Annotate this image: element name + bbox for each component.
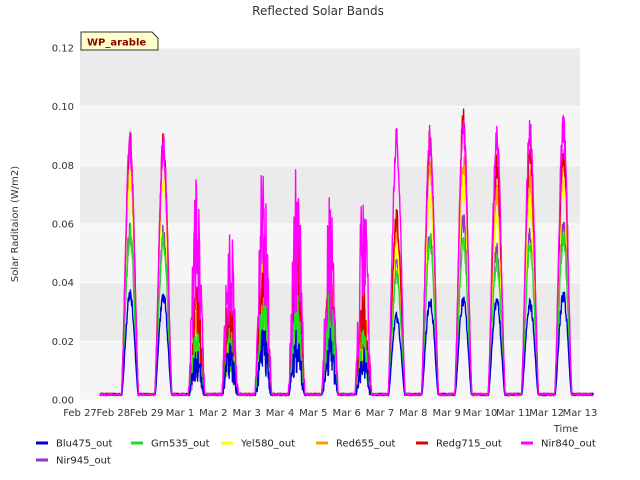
legend-label-Nir840_out: Nir840_out [541,439,596,450]
x-tick-label: Mar 13 [563,408,598,419]
x-tick-label: Feb 27 [63,408,97,419]
x-tick-label: Mar 7 [366,408,394,419]
y-axis-label: Solar Raditaion (W/m2) [10,166,21,282]
x-tick-label: Mar 5 [299,408,327,419]
x-tick-label: Mar 9 [432,408,460,419]
x-tick-label: Mar 2 [199,408,227,419]
plot-band [80,106,580,166]
y-tick-label: 0.12 [52,44,74,55]
plot-band [80,48,580,107]
x-tick-label: Mar 1 [166,408,194,419]
x-axis-label: Time [553,424,578,435]
badge-box [80,31,159,51]
x-tick-label: Mar 6 [332,408,360,419]
legend: Blu475_out Grn535_out Yel580_out Red655_out… [36,439,596,467]
y-tick-label: 0.00 [52,396,74,407]
badge: WP_arable [80,31,159,51]
x-tick-label: Feb 28 [97,408,131,419]
badge-label: WP_arable [87,38,146,49]
x-tick-label: Mar 10 [463,408,498,419]
y-tick-label: 0.04 [52,278,74,289]
y-tick-label: 0.02 [52,337,74,348]
legend-label-Blu475_out: Blu475_out [56,439,113,450]
legend-label-Grn535_out: Grn535_out [151,439,210,450]
y-tick-label: 0.08 [52,161,74,172]
legend-label-Nir945_out: Nir945_out [56,456,111,467]
legend-label-Red655_out: Red655_out [336,439,396,450]
x-tick-label: Mar 8 [399,408,427,419]
x-tick-label: Mar 11 [496,408,531,419]
x-tick-label: Mar 3 [232,408,260,419]
series-line-Nir840_out [99,114,594,397]
x-tick-label: Mar 12 [529,408,564,419]
legend-label-Yel580_out: Yel580_out [240,439,295,450]
y-tick-label: 0.06 [52,220,74,231]
y-tick-label: 0.10 [52,102,74,113]
chart-title: Reflected Solar Bands [252,4,384,18]
x-tick-label: Feb 29 [130,408,164,419]
legend-label-Redg715_out: Redg715_out [436,439,502,450]
x-tick-label: Mar 4 [266,408,294,419]
plot-area: 0.00 0.02 0.04 0.06 0.08 0.10 0.12 Feb 27 Feb 28… [52,44,598,420]
